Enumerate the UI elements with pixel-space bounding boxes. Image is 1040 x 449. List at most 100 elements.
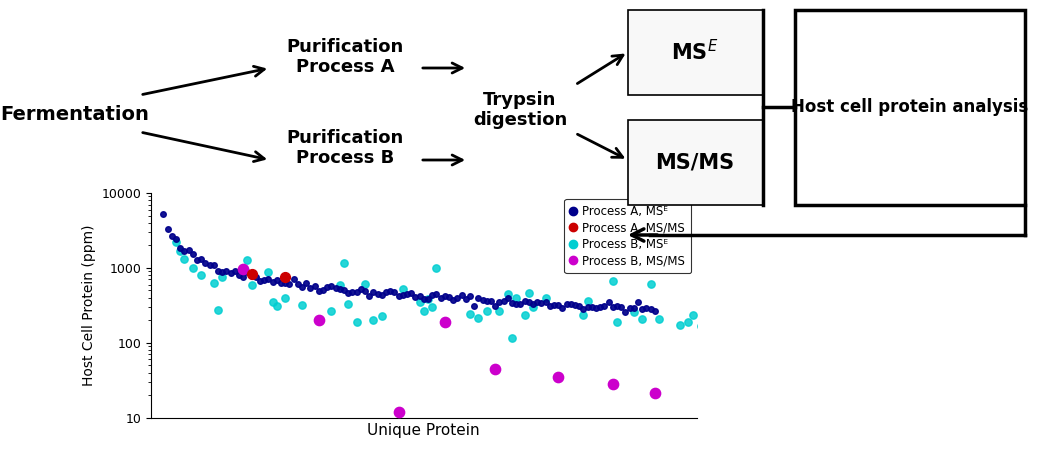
Point	[583, 303, 600, 310]
Point	[340, 290, 357, 297]
Point	[159, 226, 176, 233]
Point	[378, 288, 394, 295]
Point	[567, 302, 583, 309]
Point	[499, 291, 516, 298]
Point	[398, 291, 415, 298]
Point	[369, 290, 386, 297]
Point	[256, 276, 272, 283]
Point	[525, 301, 542, 308]
Point	[478, 298, 495, 305]
Point	[458, 296, 474, 303]
Y-axis label: Host Cell Protein (ppm): Host Cell Protein (ppm)	[82, 224, 96, 386]
Point	[579, 297, 596, 304]
Point	[176, 247, 192, 255]
Point	[542, 302, 558, 309]
Text: MS/MS: MS/MS	[655, 152, 734, 172]
Point	[613, 304, 629, 311]
Point	[264, 298, 281, 305]
Point	[424, 291, 441, 299]
Point	[357, 287, 373, 294]
Point	[538, 294, 554, 301]
Point	[218, 267, 235, 274]
Point	[332, 281, 348, 288]
Point	[311, 287, 328, 295]
Point	[293, 301, 310, 308]
X-axis label: Unique Protein: Unique Protein	[367, 423, 480, 438]
Point	[558, 300, 575, 308]
Point	[651, 315, 668, 322]
Point	[639, 304, 655, 311]
Point	[167, 238, 184, 245]
Point	[437, 318, 453, 326]
Point	[608, 303, 625, 310]
Point	[491, 298, 508, 305]
Point	[416, 308, 433, 315]
Point	[336, 259, 353, 266]
Point	[520, 299, 537, 306]
Point	[268, 303, 285, 310]
Point	[462, 310, 478, 317]
Point	[336, 286, 353, 294]
Point	[155, 211, 172, 218]
Point	[508, 294, 524, 301]
Point	[453, 292, 470, 299]
Point	[239, 256, 256, 264]
Point	[445, 296, 462, 304]
Point	[503, 299, 520, 307]
Point	[315, 286, 332, 294]
Point	[176, 255, 192, 262]
Point	[420, 295, 437, 302]
Point	[546, 301, 563, 308]
Point	[428, 265, 445, 272]
Point	[600, 299, 617, 306]
Point	[394, 292, 411, 299]
Point	[285, 275, 302, 282]
Point	[474, 296, 491, 304]
Point	[643, 305, 659, 312]
Point	[373, 291, 390, 298]
Point	[348, 319, 365, 326]
Point	[550, 373, 567, 380]
Point	[235, 273, 252, 281]
Point	[575, 311, 592, 318]
Point	[297, 279, 314, 286]
Point	[437, 292, 453, 299]
Point	[487, 302, 503, 309]
Point	[260, 275, 277, 282]
Point	[478, 308, 495, 315]
Point	[407, 293, 423, 300]
Point	[634, 305, 651, 312]
Point	[462, 292, 478, 299]
Point	[252, 277, 268, 284]
Point	[235, 265, 252, 273]
Point	[693, 323, 709, 330]
Point	[402, 290, 419, 297]
Point	[629, 299, 646, 306]
Point	[604, 303, 621, 310]
Point	[272, 279, 289, 286]
Point	[340, 301, 357, 308]
Point	[672, 321, 688, 328]
Point	[487, 365, 503, 372]
Point	[647, 308, 664, 315]
Point	[634, 315, 651, 322]
Point	[180, 247, 197, 254]
Text: MS$^E$: MS$^E$	[672, 40, 719, 65]
Point	[184, 265, 201, 272]
Point	[332, 286, 348, 293]
Point	[625, 308, 642, 316]
Point	[503, 335, 520, 342]
Point	[680, 319, 697, 326]
Point	[365, 316, 382, 323]
Bar	[628, 10, 763, 95]
Point	[449, 294, 466, 301]
Point	[323, 308, 340, 315]
Point	[382, 288, 398, 295]
Point	[441, 294, 458, 301]
Point	[390, 408, 407, 415]
Point	[428, 291, 445, 298]
Point	[361, 292, 378, 299]
Point	[390, 293, 407, 300]
Point	[206, 261, 223, 269]
Point	[386, 288, 402, 295]
